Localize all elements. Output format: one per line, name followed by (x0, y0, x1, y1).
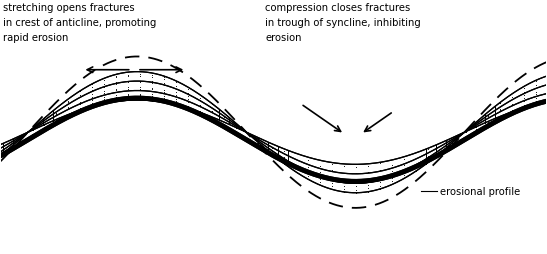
Text: in crest of anticline, promoting: in crest of anticline, promoting (3, 18, 157, 28)
Text: erosion: erosion (265, 33, 302, 43)
Text: compression closes fractures: compression closes fractures (265, 3, 411, 12)
Text: stretching opens fractures: stretching opens fractures (3, 3, 135, 12)
Text: rapid erosion: rapid erosion (3, 33, 69, 43)
Text: erosional profile: erosional profile (440, 186, 520, 196)
Text: in trough of syncline, inhibiting: in trough of syncline, inhibiting (265, 18, 421, 28)
